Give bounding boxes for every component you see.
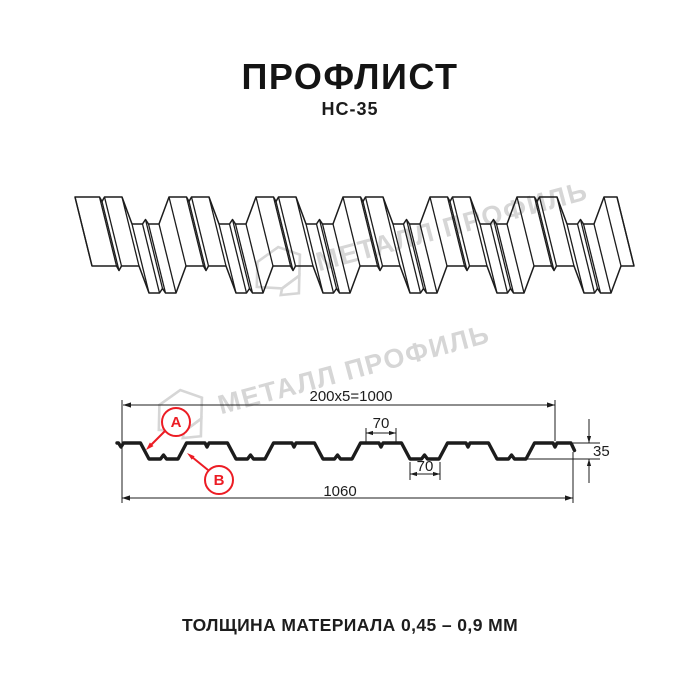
profile-outline — [115, 441, 577, 461]
marker-b-badge: В — [204, 465, 234, 495]
dim-crest-width-label: 70 — [372, 415, 390, 432]
metal-profile-logo-icon — [255, 245, 302, 297]
marker-a-badge: А — [161, 407, 191, 437]
dim-profile-height-label: 35 — [593, 443, 610, 460]
watermark: МЕТАЛЛ ПРОФИЛЬ — [241, 163, 595, 308]
dim-valley-width-label: 70 — [416, 458, 434, 475]
dimension-lines — [121, 400, 600, 503]
dim-working-width-label: 200x5=1000 — [309, 388, 393, 405]
marker-b-label: В — [213, 471, 225, 489]
thickness-caption: ТОЛЩИНА МАТЕРИАЛА 0,45 – 0,9 ММ — [181, 615, 519, 635]
marker-arrows — [146, 429, 209, 471]
dim-full-width-label: 1060 — [323, 483, 357, 500]
marker-a-label: А — [170, 413, 182, 431]
product-code: НС-35 — [321, 99, 379, 119]
page-title: ПРОФЛИСТ — [241, 56, 459, 97]
